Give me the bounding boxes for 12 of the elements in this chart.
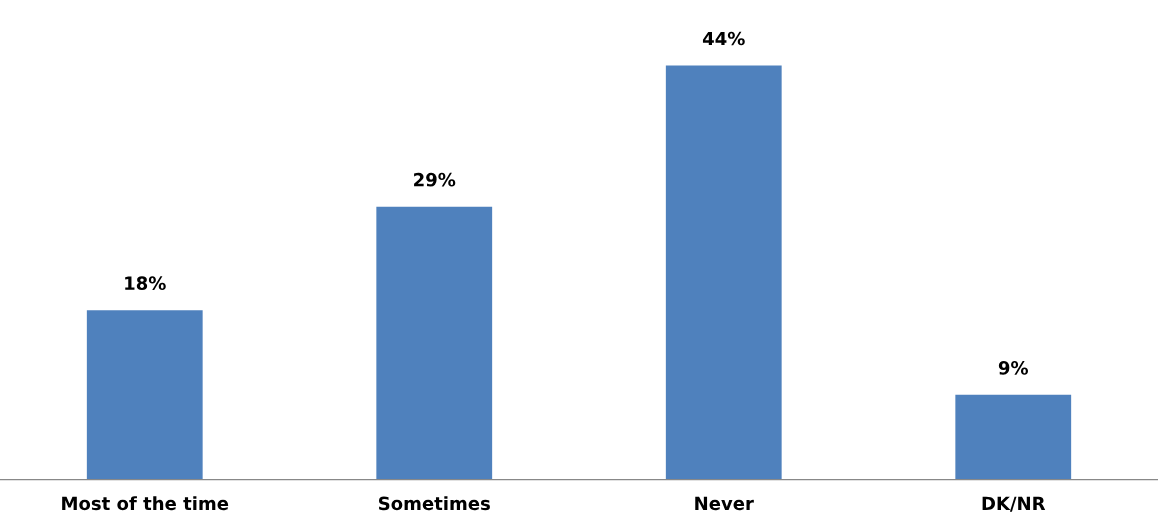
bar (665, 65, 782, 480)
bar (376, 206, 493, 480)
x-tick-label: DK/NR (982, 496, 1046, 512)
bar (955, 394, 1072, 480)
x-tick-label: Most of the time (62, 496, 229, 511)
data-label: 44% (702, 31, 745, 46)
x-tick-label: Sometimes (379, 496, 490, 511)
bar (86, 310, 203, 480)
data-label: 29% (414, 172, 456, 187)
data-label: 9% (998, 361, 1028, 375)
x-tick-label: Never (695, 496, 754, 511)
data-label: 18% (125, 276, 166, 291)
